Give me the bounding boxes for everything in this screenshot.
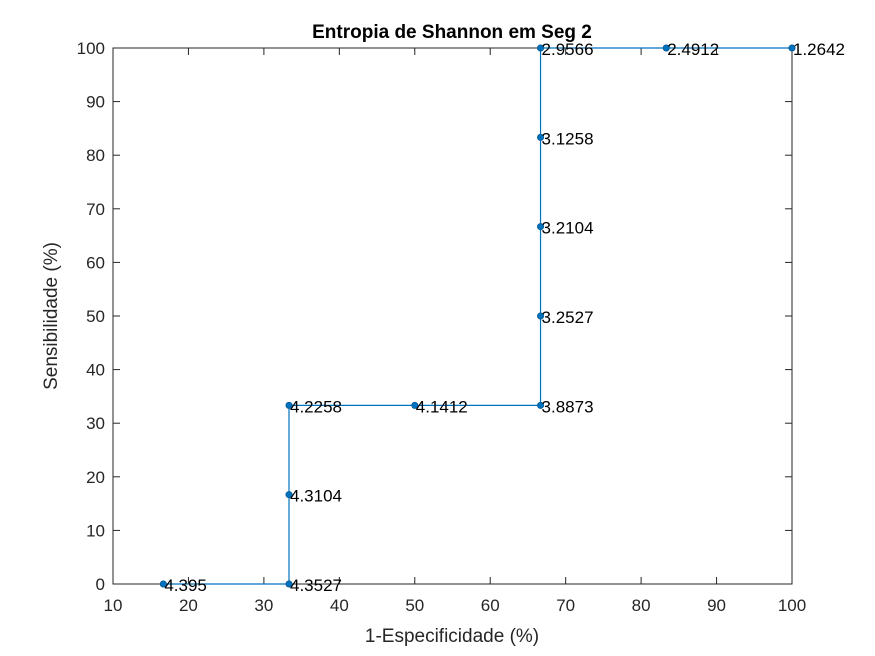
data-label: 4.395 [164, 576, 207, 595]
x-tick-label: 90 [707, 596, 726, 615]
data-point [662, 44, 670, 52]
data-label: 3.1258 [542, 129, 594, 148]
x-tick-label: 80 [632, 596, 651, 615]
x-tick-label: 30 [254, 596, 273, 615]
x-tick-label: 10 [104, 596, 123, 615]
x-tick-label: 40 [330, 596, 349, 615]
x-tick-label: 50 [405, 596, 424, 615]
data-label: 3.8873 [542, 397, 594, 416]
data-label: 4.2258 [290, 397, 342, 416]
data-point [537, 133, 545, 141]
y-tick-label: 30 [86, 414, 105, 433]
data-label: 2.4912 [667, 40, 719, 59]
data-point [537, 312, 545, 320]
x-tick-label: 20 [179, 596, 198, 615]
data-label: 1.2642 [793, 40, 845, 59]
data-label: 3.2527 [542, 308, 594, 327]
x-tick-label: 70 [556, 596, 575, 615]
data-points [159, 44, 796, 588]
y-tick-label: 50 [86, 307, 105, 326]
x-tick-label: 100 [778, 596, 806, 615]
y-tick-label: 20 [86, 468, 105, 487]
data-point [411, 401, 419, 409]
y-tick-label: 90 [86, 93, 105, 112]
x-axis-label: 1-Especificidade (%) [365, 626, 539, 647]
data-labels: 4.395 4.3527 4.3104 4.2258 4.1412 3.8873 3.252… [164, 40, 845, 595]
data-point [159, 580, 167, 588]
y-tick-label: 10 [86, 521, 105, 540]
data-label: 2.9566 [542, 40, 594, 59]
y-tick-label: 40 [86, 361, 105, 380]
y-tick-label: 60 [86, 253, 105, 272]
chart-title: Entropia de Shannon em Seg 2 [312, 22, 592, 43]
axes: 10 20 30 40 50 60 70 80 90 100 0 10 20 30 40 50 60 70 80 90… [77, 39, 807, 615]
x-tick-label: 60 [481, 596, 500, 615]
series-line [163, 47, 792, 585]
data-label: 4.1412 [416, 397, 468, 416]
data-point [788, 44, 796, 52]
y-tick-label: 100 [77, 39, 105, 58]
y-axis-label: Sensibilidade (%) [41, 242, 62, 390]
data-label: 4.3527 [290, 576, 342, 595]
data-label: 4.3104 [290, 487, 342, 506]
data-point [537, 44, 545, 52]
series-step-line [163, 47, 792, 585]
data-point [285, 491, 293, 499]
data-label: 3.2104 [542, 219, 594, 238]
y-tick-label: 70 [86, 200, 105, 219]
y-tick-label: 80 [86, 146, 105, 165]
data-point [285, 401, 293, 409]
data-point [537, 223, 545, 231]
y-tick-label: 0 [96, 575, 105, 594]
data-point [537, 401, 545, 409]
data-point [285, 580, 293, 588]
